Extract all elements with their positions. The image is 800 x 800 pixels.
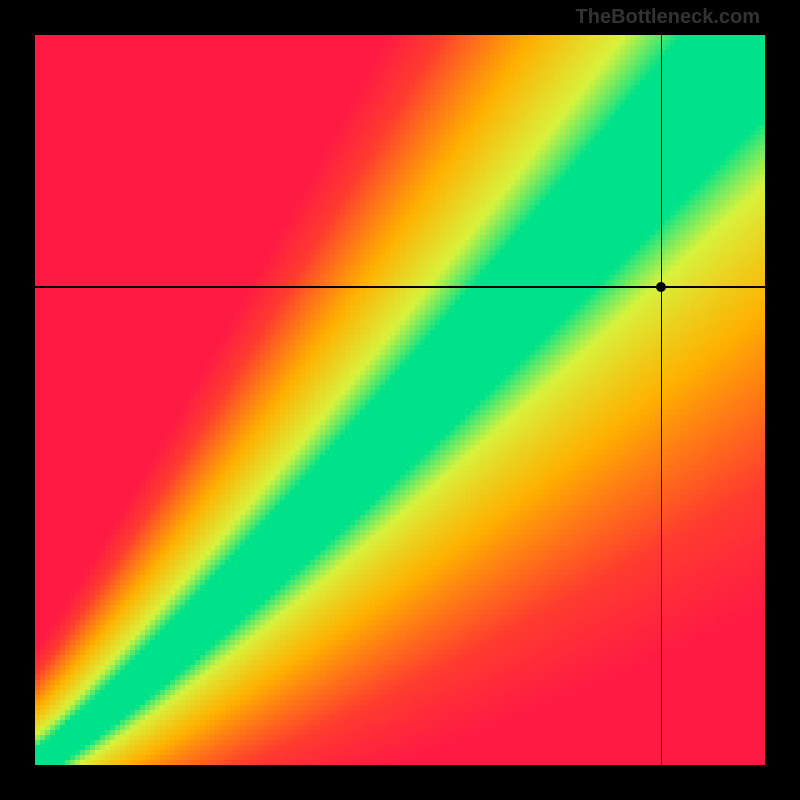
attribution-text: TheBottleneck.com <box>576 6 760 29</box>
crosshair-marker <box>656 282 666 292</box>
heatmap-canvas <box>35 35 765 765</box>
heatmap-plot <box>35 35 765 765</box>
crosshair-vertical <box>661 35 663 765</box>
